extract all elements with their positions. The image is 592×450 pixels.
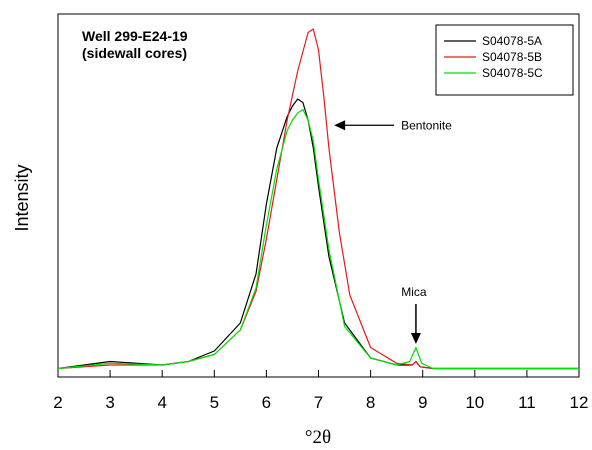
series-line-3 xyxy=(58,108,579,370)
x-tick-label: 7 xyxy=(314,393,323,412)
annotations: Bentonite Mica xyxy=(334,118,452,344)
x-tick-label: 10 xyxy=(465,393,484,412)
series-layer xyxy=(58,28,579,370)
x-tick-label: 11 xyxy=(518,393,536,412)
x-tick-label: 8 xyxy=(366,393,375,412)
x-axis-label: °2θ xyxy=(305,427,331,448)
legend-box xyxy=(435,24,574,96)
x-tick-label: 4 xyxy=(157,393,166,412)
x-tick-label: 9 xyxy=(418,393,427,412)
legend-label-1: S04078-5A xyxy=(482,34,542,48)
x-tick-label: 12 xyxy=(570,393,589,412)
legend-label-2: S04078-5B xyxy=(482,50,542,64)
x-tick-label: 3 xyxy=(105,393,114,412)
mica-arrow-head xyxy=(410,333,421,344)
x-tick-label: 6 xyxy=(262,393,271,412)
legend-label-3: S04078-5C xyxy=(482,66,543,80)
x-axis: 2 3 4 5 6 7 8 9 10 11 12 xyxy=(53,370,588,412)
mica-label: Mica xyxy=(401,285,427,299)
chart-subtitle: (sidewall cores) xyxy=(82,45,187,61)
x-tick-label: 2 xyxy=(53,393,62,412)
legend: S04078-5A S04078-5B S04078-5C xyxy=(435,24,574,96)
bentonite-label: Bentonite xyxy=(401,118,452,132)
x-tick-label: 5 xyxy=(210,393,219,412)
bentonite-arrow-head xyxy=(334,120,346,131)
chart-title: Well 299-E24-19 xyxy=(82,28,188,44)
y-axis-label: Intensity xyxy=(12,164,32,231)
